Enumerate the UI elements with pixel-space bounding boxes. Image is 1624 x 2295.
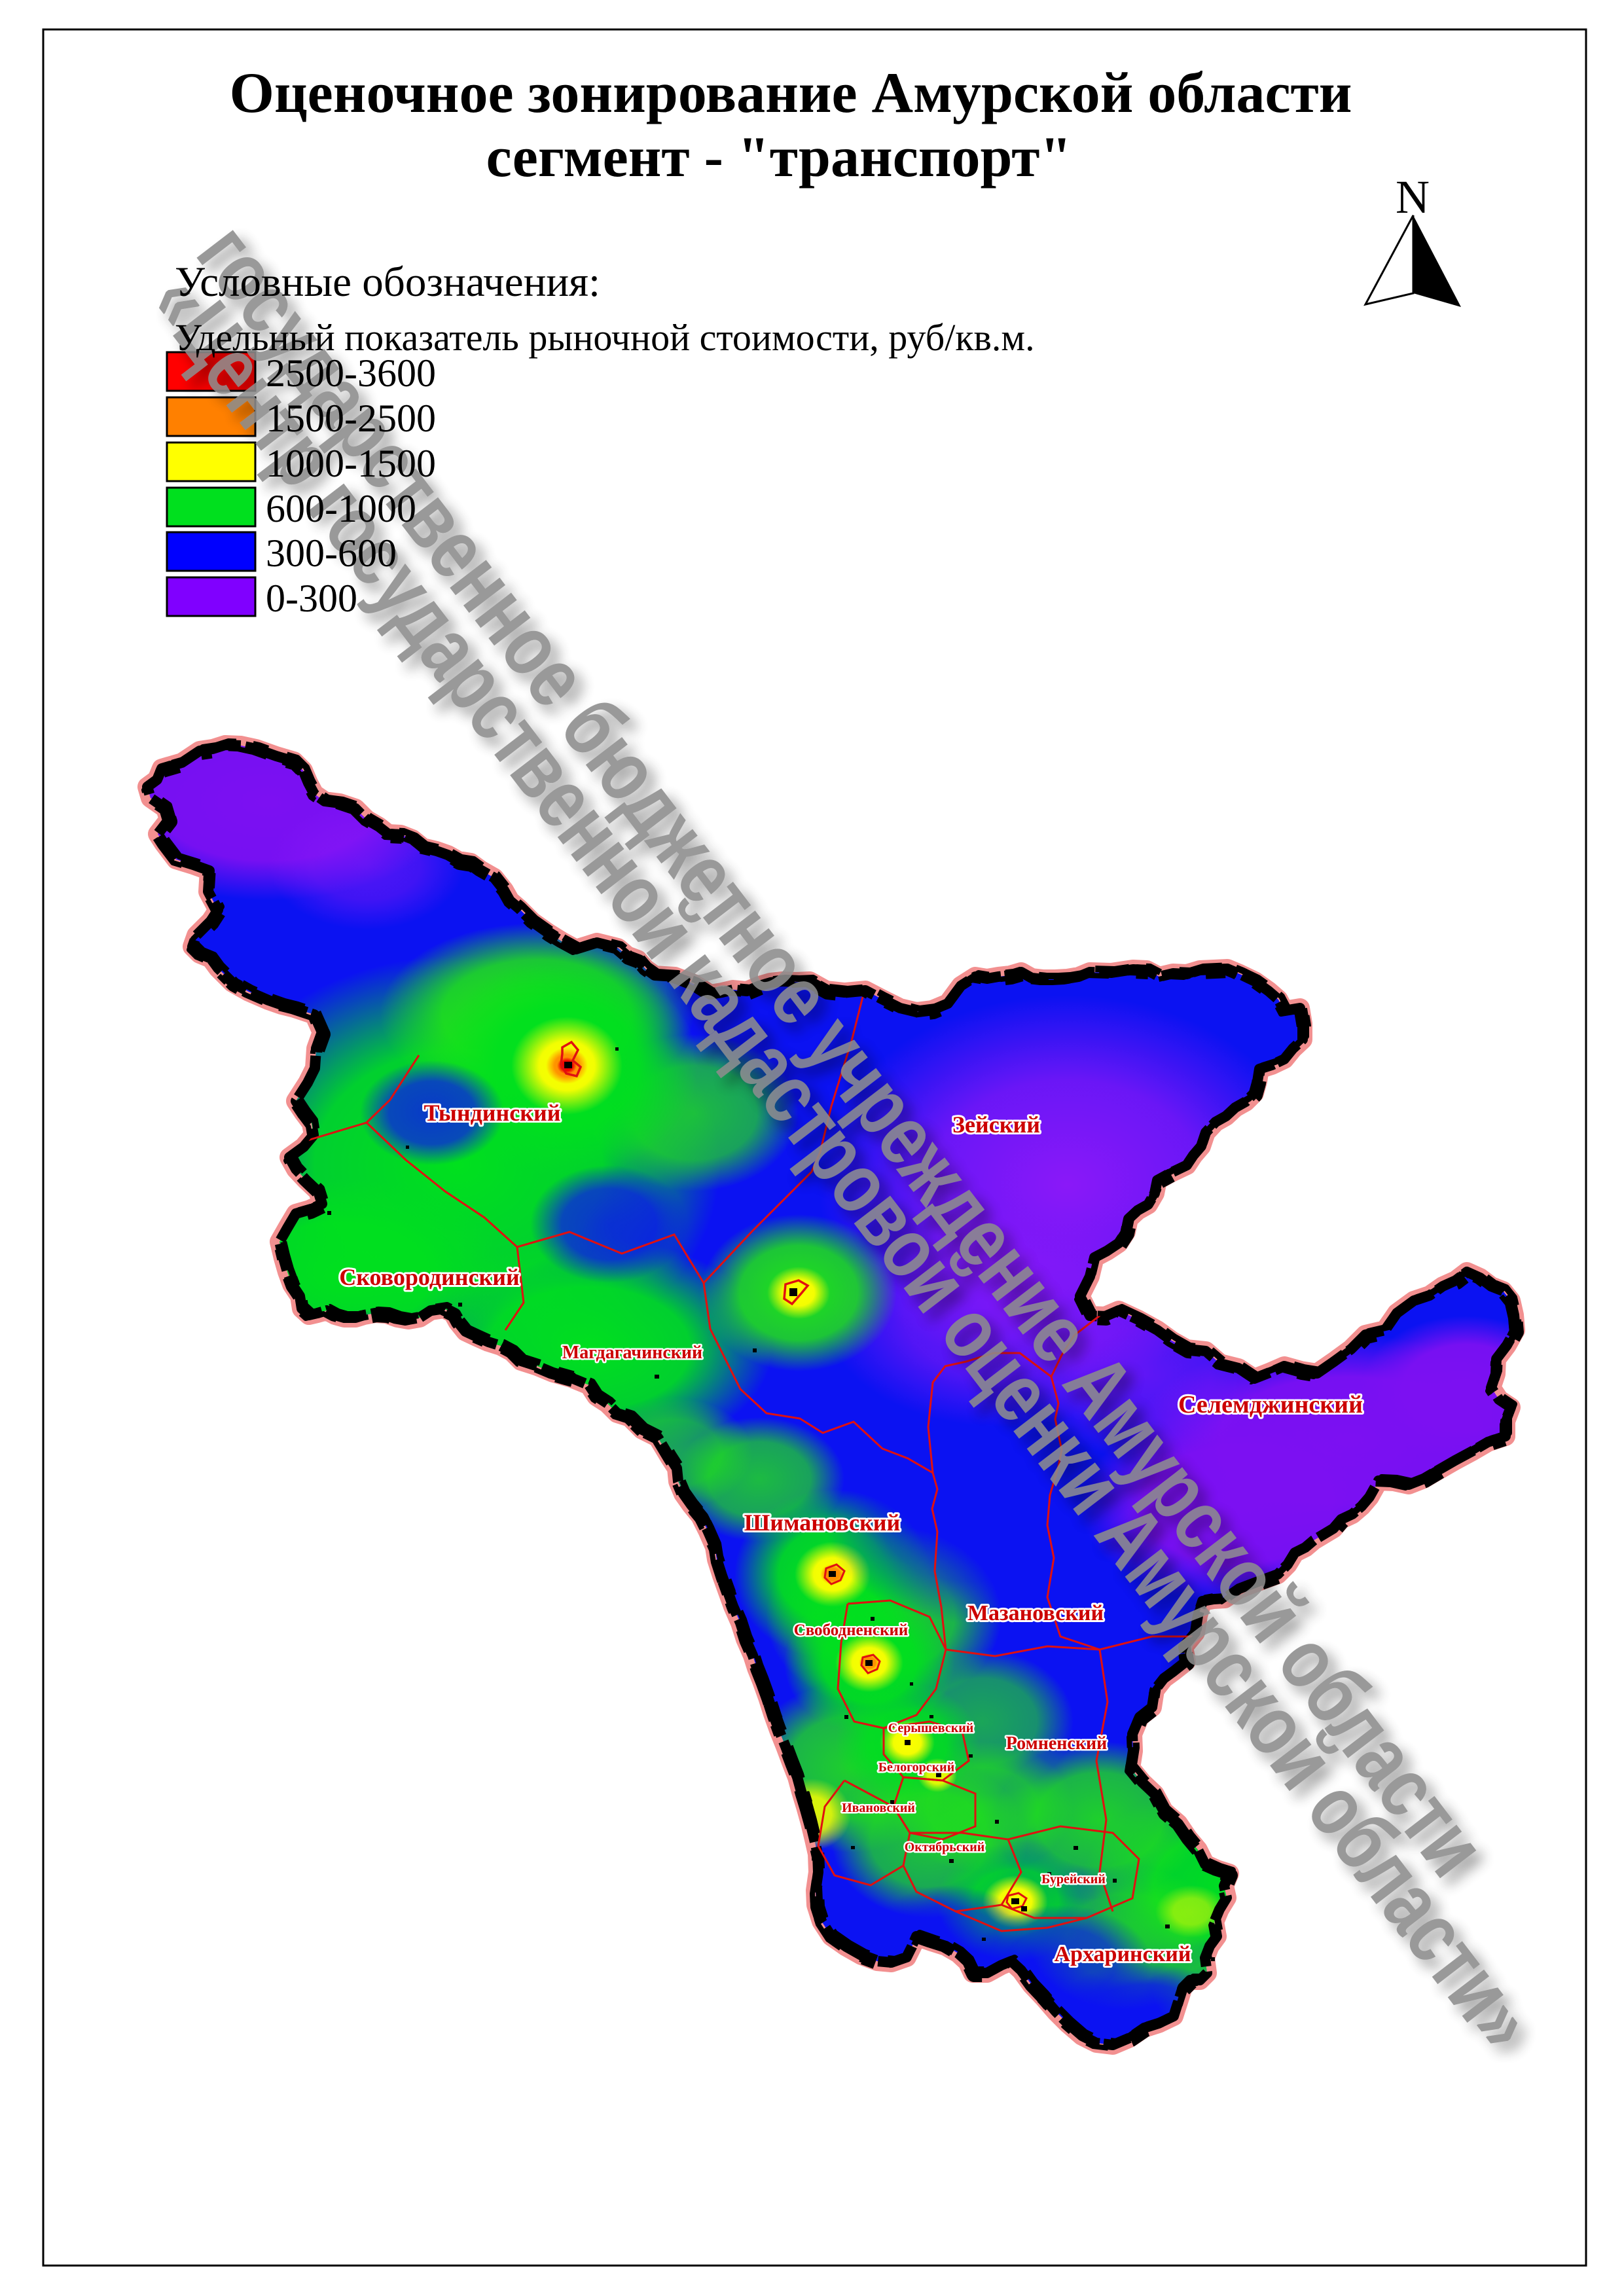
svg-text:1000-1500: 1000-1500 [266, 442, 436, 485]
svg-text:сегмент - "транспорт": сегмент - "транспорт" [486, 126, 1072, 189]
svg-text:0-300: 0-300 [266, 577, 357, 620]
svg-text:Ивановский: Ивановский [842, 1801, 915, 1815]
svg-text:1500-2500: 1500-2500 [266, 397, 436, 440]
svg-text:Условные обозначения:: Условные обозначения: [175, 259, 600, 306]
svg-text:Мазановский: Мазановский [967, 1601, 1104, 1625]
svg-text:Селемджинский: Селемджинский [1178, 1391, 1363, 1419]
svg-text:2500-3600: 2500-3600 [266, 352, 436, 395]
svg-text:Октябрьский: Октябрьский [905, 1840, 985, 1854]
svg-text:Оценочное зонирование Амурской: Оценочное зонирование Амурской области [230, 62, 1352, 125]
svg-text:Свободненский: Свободненский [794, 1621, 909, 1639]
svg-text:Магдагачинский: Магдагачинский [562, 1343, 702, 1363]
svg-text:Белогорский: Белогорский [878, 1760, 954, 1775]
svg-text:Удельный показатель рыночной с: Удельный показатель рыночной стоимости, … [175, 316, 1035, 359]
svg-text:600-1000: 600-1000 [266, 487, 416, 530]
svg-text:N: N [1396, 171, 1430, 223]
svg-text:Бурейский: Бурейский [1041, 1872, 1106, 1887]
svg-text:Зейский: Зейский [952, 1111, 1040, 1138]
svg-text:Сковородинский: Сковородинский [339, 1264, 519, 1290]
svg-text:Архаринский: Архаринский [1055, 1942, 1191, 1966]
svg-text:300-600: 300-600 [266, 532, 397, 575]
svg-text:Тындинский: Тындинский [424, 1100, 561, 1126]
svg-text:Серышевский: Серышевский [888, 1721, 974, 1735]
svg-text:Шимановский: Шимановский [744, 1509, 900, 1536]
svg-text:Ромненский: Ромненский [1006, 1733, 1107, 1754]
